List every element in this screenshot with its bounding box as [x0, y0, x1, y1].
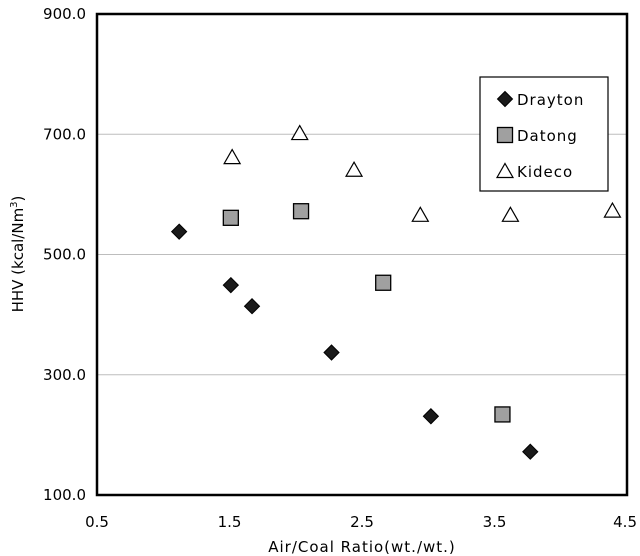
y-axis-label: HHV (kcal/Nm3) [9, 196, 27, 313]
drayton-point [170, 223, 188, 240]
legend-label-kideco: Kideco [517, 163, 573, 181]
y-tick-label: 300.0 [43, 366, 86, 384]
x-axis-label: Air/Coal Ratio(wt./wt.) [268, 538, 456, 556]
kideco-point [345, 161, 364, 177]
legend-marker-datong [496, 126, 514, 144]
y-tick-label: 500.0 [43, 246, 86, 264]
x-tick-label: 4.5 [613, 513, 637, 531]
legend-label-datong: Datong [517, 127, 578, 145]
x-tick-label: 2.5 [350, 513, 374, 531]
x-tick-label: 0.5 [85, 513, 109, 531]
kideco-point [290, 124, 309, 141]
kideco-point [223, 148, 242, 165]
kideco-point [501, 206, 520, 222]
drayton-point [323, 344, 340, 361]
legend-marker-kideco [495, 162, 515, 179]
data-points [170, 124, 622, 460]
datong-point [375, 274, 392, 291]
y-tick-label: 900.0 [43, 5, 86, 23]
legend-label-drayton: Drayton [517, 91, 584, 109]
kideco-point [603, 201, 622, 218]
y-tick-labels: 100.0 300.0 500.0 700.0 900.0 [43, 5, 86, 504]
legend-marker-drayton [496, 90, 514, 108]
drayton-point [243, 298, 261, 315]
y-axis-label-main: HHV (kcal/Nm [9, 208, 27, 313]
drayton-point [522, 443, 539, 460]
x-tick-label: 1.5 [218, 513, 242, 531]
datong-point [494, 406, 511, 423]
datong-point [222, 209, 239, 226]
datong-point [292, 203, 310, 220]
drayton-point [222, 276, 240, 294]
drayton-point [422, 408, 440, 425]
y-axis-label-superscript: 3 [9, 201, 20, 207]
legend: Drayton Datong Kideco [479, 76, 609, 192]
y-tick-label: 700.0 [43, 125, 86, 143]
plot-area [95, 12, 629, 497]
kideco-point [411, 206, 430, 222]
legend-markers [495, 90, 515, 179]
x-tick-labels: 0.5 1.5 2.5 3.5 4.5 [85, 513, 637, 531]
x-tick-label: 3.5 [483, 513, 507, 531]
y-tick-label: 100.0 [43, 486, 86, 504]
y-axis-label-end: ) [9, 196, 27, 202]
